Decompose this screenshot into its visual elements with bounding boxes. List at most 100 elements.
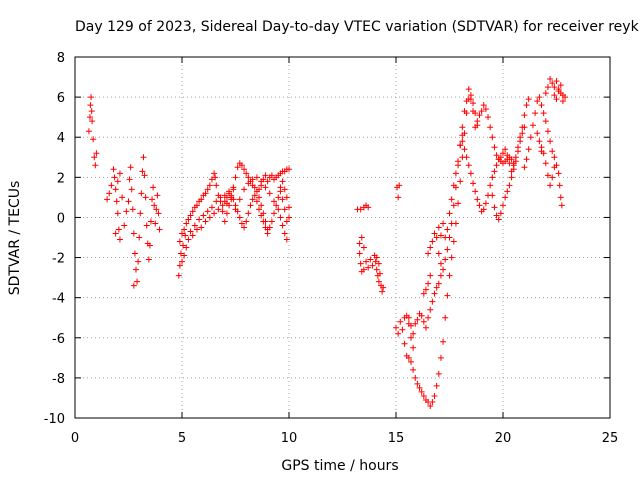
data-point <box>405 320 412 327</box>
data-point <box>115 226 122 233</box>
data-point <box>283 236 290 243</box>
data-point <box>177 250 184 257</box>
data-point <box>234 164 241 171</box>
data-point <box>547 76 554 83</box>
data-point <box>196 216 203 223</box>
data-point <box>440 266 447 273</box>
data-point <box>542 118 549 125</box>
data-point <box>459 132 466 139</box>
series-seg-b <box>104 166 128 243</box>
data-point <box>108 182 115 189</box>
data-point <box>491 204 498 211</box>
data-points <box>85 76 569 409</box>
data-point <box>508 156 515 163</box>
data-point <box>132 266 139 273</box>
data-point <box>495 216 502 223</box>
data-point <box>279 196 286 203</box>
data-point <box>556 182 563 189</box>
data-point <box>191 222 198 229</box>
data-point <box>429 398 436 405</box>
data-point <box>360 244 367 251</box>
data-point <box>113 198 120 205</box>
data-point <box>140 154 147 161</box>
data-point <box>433 234 440 241</box>
grid <box>75 57 610 418</box>
data-point <box>472 188 479 195</box>
data-point <box>467 96 474 103</box>
data-point <box>256 206 263 213</box>
y-tick-label: 0 <box>57 211 65 226</box>
data-point <box>268 172 275 179</box>
data-point <box>281 206 288 213</box>
data-point <box>467 170 474 177</box>
data-point <box>551 92 558 99</box>
data-point <box>286 214 292 221</box>
data-point <box>253 198 260 205</box>
data-point <box>181 226 188 233</box>
data-point <box>131 250 138 257</box>
data-point <box>357 260 364 267</box>
data-point <box>356 240 363 247</box>
data-point <box>463 154 470 161</box>
data-point <box>480 206 487 213</box>
series-seg-o <box>542 76 569 105</box>
data-point <box>514 148 521 155</box>
data-point <box>211 210 218 217</box>
data-point <box>238 162 245 169</box>
data-point <box>422 286 429 293</box>
data-point <box>455 158 462 165</box>
data-point <box>262 218 269 225</box>
data-point <box>136 234 143 241</box>
x-tick-label: 5 <box>178 431 186 446</box>
data-point <box>517 138 524 145</box>
data-point <box>414 316 421 323</box>
data-point <box>437 260 444 267</box>
data-point <box>236 196 243 203</box>
data-point <box>138 190 145 197</box>
data-point <box>500 202 506 209</box>
data-point <box>365 264 372 271</box>
data-point <box>427 306 434 313</box>
data-point <box>247 202 254 209</box>
data-point <box>236 214 243 221</box>
data-point <box>431 290 438 297</box>
data-point <box>153 206 160 213</box>
data-point <box>182 232 189 239</box>
data-point <box>245 174 252 181</box>
data-point <box>437 272 444 279</box>
data-point <box>375 260 382 267</box>
data-point <box>245 210 252 217</box>
data-point <box>262 172 269 179</box>
data-point <box>440 220 447 227</box>
data-point <box>544 172 551 179</box>
data-point <box>562 94 569 101</box>
data-point <box>266 190 273 197</box>
data-point <box>271 210 278 217</box>
data-point <box>130 230 137 237</box>
data-point <box>395 330 402 337</box>
series-seg-i <box>393 92 481 409</box>
data-point <box>110 166 117 173</box>
data-point <box>241 224 248 231</box>
data-point <box>202 190 209 197</box>
data-point <box>532 110 539 117</box>
data-point <box>538 102 545 109</box>
data-point <box>183 220 190 227</box>
data-point <box>395 194 402 201</box>
data-point <box>251 184 258 191</box>
data-point <box>435 280 442 287</box>
data-point <box>273 202 280 209</box>
data-point <box>448 254 455 261</box>
data-point <box>463 98 470 105</box>
data-point <box>450 182 457 189</box>
data-point <box>85 128 92 135</box>
data-point <box>489 192 496 199</box>
data-point <box>219 208 226 215</box>
data-point <box>497 210 504 217</box>
data-point <box>525 96 532 103</box>
data-point <box>549 148 556 155</box>
data-point <box>151 202 158 209</box>
data-point <box>88 108 95 115</box>
axes: 0 5 10 15 20 25 -10 -8 -6 -4 -2 0 2 4 6 8 <box>44 51 619 446</box>
